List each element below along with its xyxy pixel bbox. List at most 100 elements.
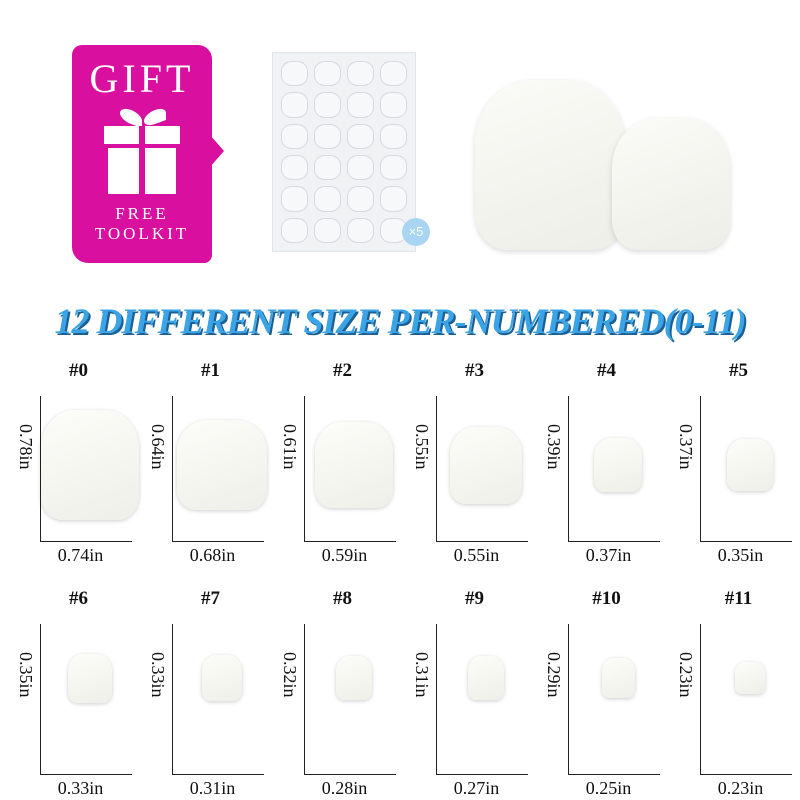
adhesive-tab bbox=[347, 217, 374, 243]
height-arrow bbox=[700, 624, 701, 774]
width-label: 0.74in bbox=[57, 545, 104, 565]
size-number: #7 bbox=[201, 588, 220, 609]
size-number: #8 bbox=[333, 588, 352, 609]
size-number: #0 bbox=[69, 360, 88, 381]
size-item: #8 0.32in 0.28in bbox=[266, 588, 399, 798]
adhesive-tab bbox=[380, 186, 407, 212]
width-label: 0.35in bbox=[717, 545, 764, 565]
width-label: 0.31in bbox=[189, 778, 236, 798]
gift-free-text: FREE bbox=[115, 204, 169, 223]
width-arrow bbox=[568, 541, 660, 542]
width-label: 0.68in bbox=[189, 545, 236, 565]
height-arrow bbox=[568, 396, 569, 541]
height-arrow bbox=[172, 396, 173, 541]
size-number: #6 bbox=[69, 588, 88, 609]
height-arrow bbox=[304, 624, 305, 774]
size-item: #7 0.33in 0.31in bbox=[134, 588, 267, 798]
height-label: 0.23in bbox=[676, 652, 696, 698]
adhesive-tab bbox=[380, 92, 407, 118]
nail-image bbox=[593, 437, 643, 493]
adhesive-tab bbox=[281, 217, 308, 243]
nail-image bbox=[201, 654, 243, 702]
adhesive-tab bbox=[314, 123, 341, 149]
size-number: #4 bbox=[597, 360, 616, 381]
size-number: #9 bbox=[465, 588, 484, 609]
adhesive-tab bbox=[380, 61, 407, 87]
adhesive-tab-sheet bbox=[272, 52, 416, 252]
size-item: #10 0.29in 0.25in bbox=[530, 588, 663, 798]
adhesive-tab bbox=[347, 154, 374, 181]
height-label: 0.61in bbox=[280, 424, 300, 470]
width-label: 0.59in bbox=[321, 545, 368, 565]
size-number: #1 bbox=[201, 360, 220, 381]
size-item: #9 0.31in 0.27in bbox=[398, 588, 531, 798]
quantity-badge: ×5 bbox=[402, 218, 430, 246]
adhesive-tab bbox=[380, 123, 407, 149]
height-label: 0.55in bbox=[412, 424, 432, 470]
adhesive-tab bbox=[281, 123, 308, 149]
width-arrow bbox=[304, 774, 396, 775]
adhesive-tab bbox=[347, 61, 374, 87]
nail-image bbox=[335, 655, 373, 701]
height-arrow bbox=[568, 624, 569, 774]
width-arrow bbox=[172, 774, 264, 775]
size-number: #10 bbox=[592, 588, 621, 609]
adhesive-tab bbox=[281, 61, 308, 87]
height-label: 0.64in bbox=[148, 424, 168, 470]
width-label: 0.28in bbox=[321, 778, 368, 798]
size-item: #0 0.78in 0.74in bbox=[2, 360, 139, 565]
height-label: 0.33in bbox=[148, 652, 168, 698]
height-label: 0.78in bbox=[16, 424, 36, 470]
adhesive-tab bbox=[281, 186, 308, 212]
size-number: #11 bbox=[724, 588, 753, 609]
width-arrow bbox=[172, 541, 264, 542]
size-item: #5 0.37in 0.35in bbox=[662, 360, 795, 565]
width-arrow bbox=[304, 541, 396, 542]
height-label: 0.29in bbox=[544, 652, 564, 698]
width-arrow bbox=[436, 774, 528, 775]
adhesive-tab bbox=[314, 92, 341, 118]
width-label: 0.27in bbox=[453, 778, 500, 798]
width-label: 0.37in bbox=[585, 545, 632, 565]
width-label: 0.55in bbox=[453, 545, 500, 565]
adhesive-tab bbox=[281, 154, 308, 181]
adhesive-tab bbox=[380, 154, 407, 181]
adhesive-tab bbox=[347, 92, 374, 118]
width-arrow bbox=[436, 541, 528, 542]
width-label: 0.33in bbox=[57, 778, 104, 798]
nail-image bbox=[177, 420, 267, 510]
nail-image bbox=[468, 656, 504, 700]
height-label: 0.32in bbox=[280, 652, 300, 698]
nail-image bbox=[601, 657, 635, 699]
gift-badge: GIFT FREE TOOLKIT bbox=[72, 45, 224, 263]
height-label: 0.31in bbox=[412, 652, 432, 698]
height-label: 0.35in bbox=[16, 652, 36, 698]
height-arrow bbox=[436, 396, 437, 541]
height-arrow bbox=[700, 396, 701, 541]
large-nail-image bbox=[475, 80, 625, 250]
size-item: #1 0.64in 0.68in bbox=[134, 360, 267, 565]
small-nail-image bbox=[612, 118, 730, 250]
height-arrow bbox=[436, 624, 437, 774]
size-item: #2 0.61in 0.59in bbox=[266, 360, 399, 565]
nail-image bbox=[726, 439, 774, 491]
height-arrow bbox=[304, 396, 305, 541]
height-arrow bbox=[40, 396, 41, 541]
height-label: 0.37in bbox=[676, 424, 696, 470]
nail-image bbox=[449, 426, 523, 504]
height-arrow bbox=[172, 624, 173, 774]
size-item: #11 0.23in 0.23in bbox=[662, 588, 795, 798]
width-arrow bbox=[700, 774, 792, 775]
size-item: #6 0.35in 0.33in bbox=[2, 588, 135, 798]
height-label: 0.39in bbox=[544, 424, 564, 470]
width-label: 0.25in bbox=[585, 778, 632, 798]
width-arrow bbox=[568, 774, 660, 775]
nail-image bbox=[68, 653, 112, 703]
width-arrow bbox=[40, 774, 132, 775]
size-item: #4 0.39in 0.37in bbox=[530, 360, 663, 565]
adhesive-tab bbox=[314, 217, 341, 243]
width-arrow bbox=[40, 541, 132, 542]
size-number: #5 bbox=[729, 360, 748, 381]
nail-image bbox=[734, 661, 766, 695]
nail-image bbox=[41, 410, 139, 520]
